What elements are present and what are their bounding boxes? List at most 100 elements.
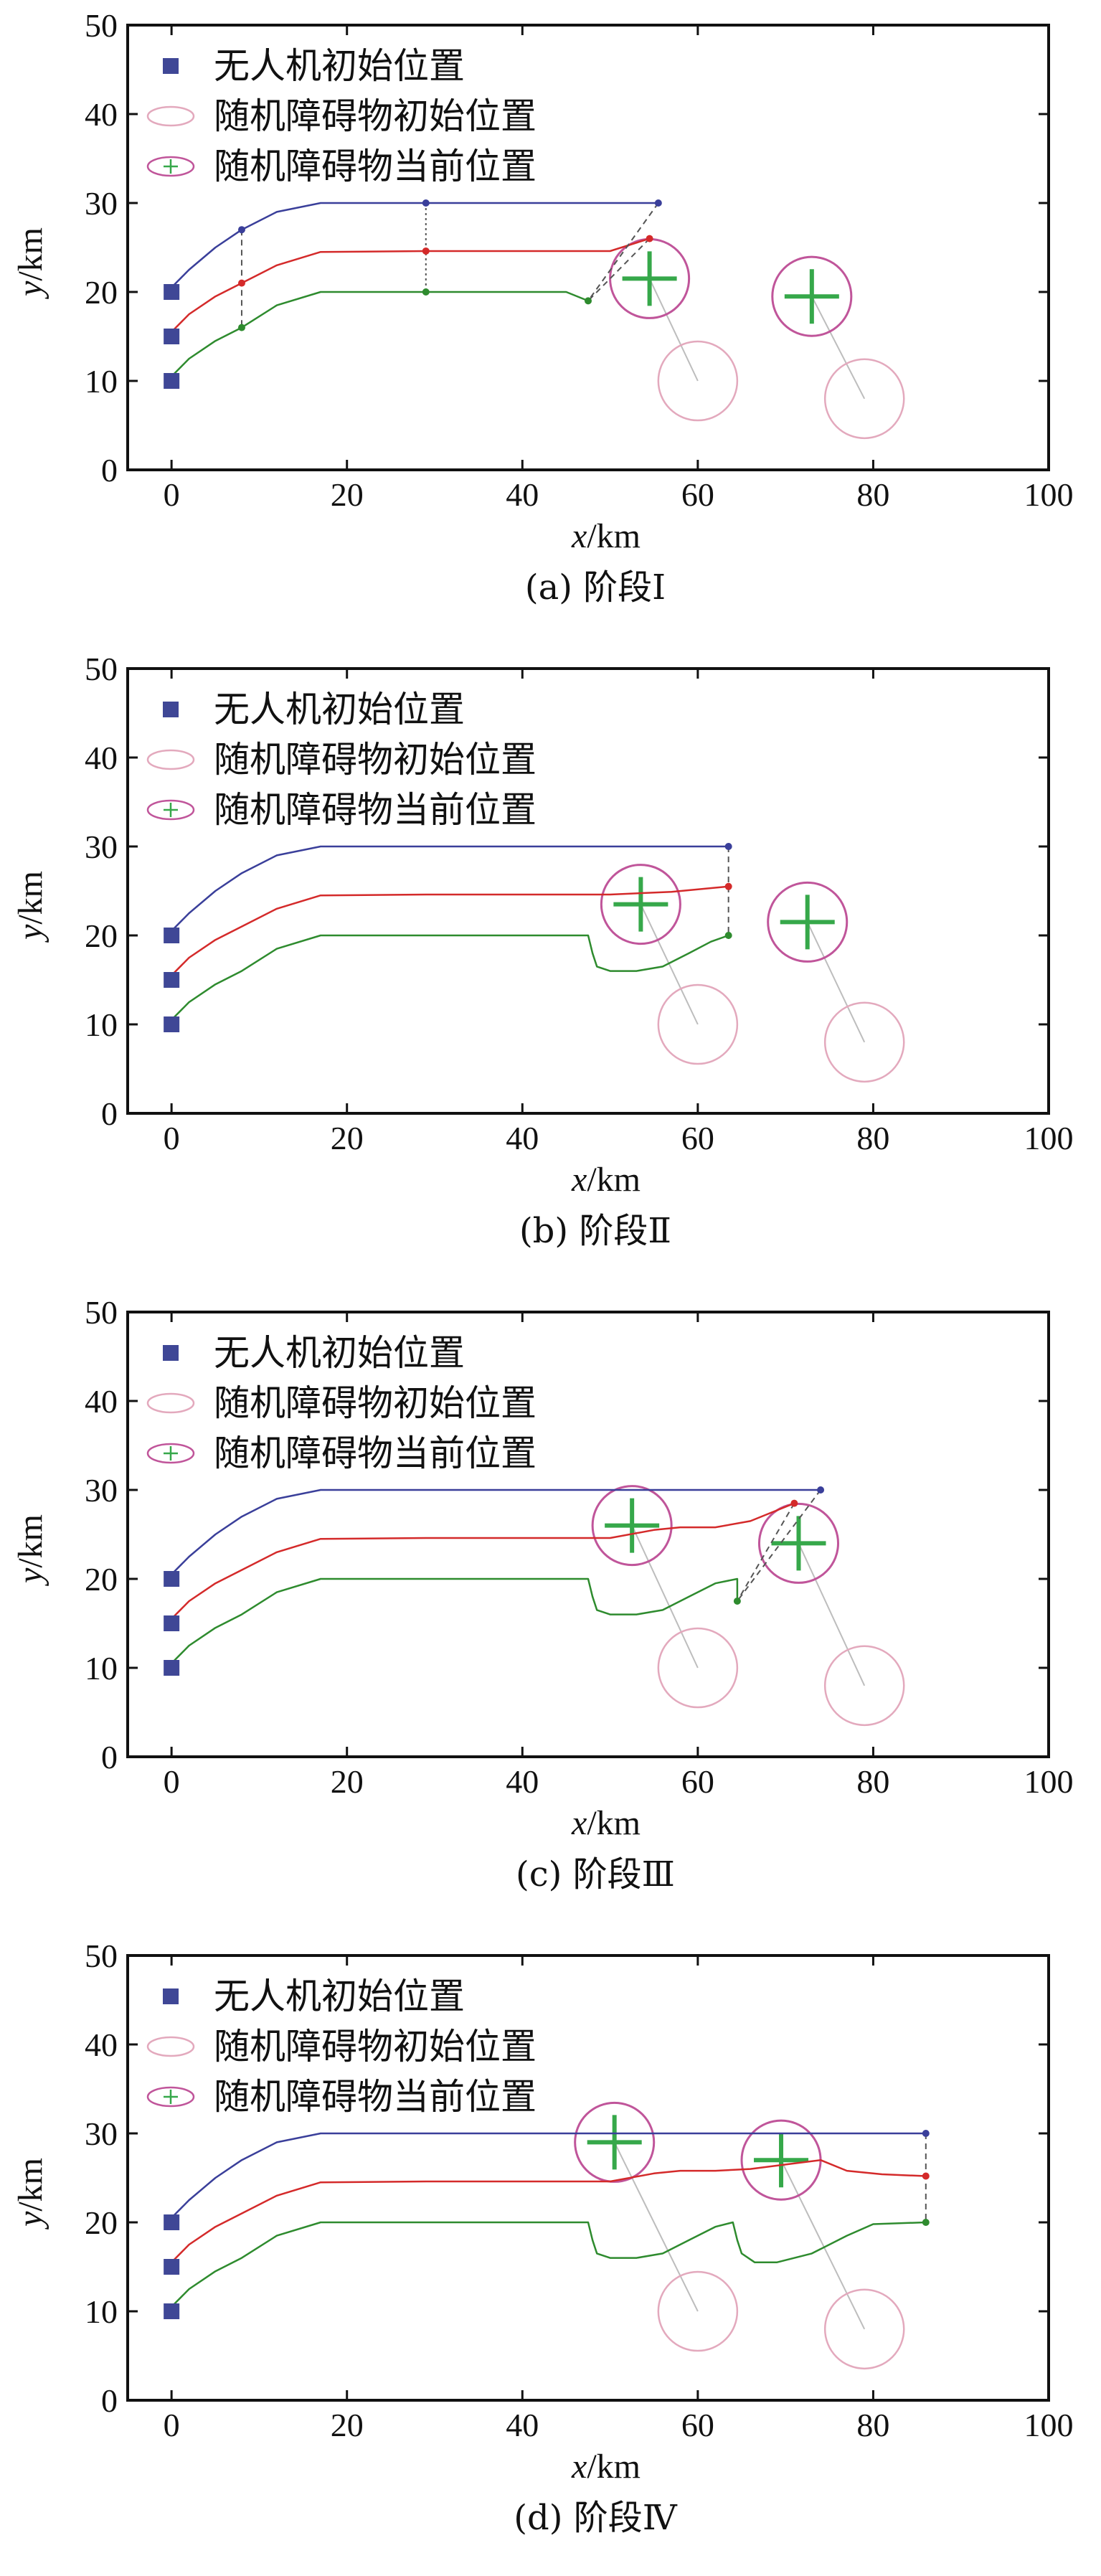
legend-obstacle-current-marker (146, 799, 195, 821)
y-tick-label: 30 (85, 829, 118, 865)
uav-current-point-red (237, 279, 245, 287)
x-axis-var: x (571, 1161, 587, 1199)
y-tick-label: 40 (85, 96, 118, 133)
obstacle-current-circle-1 (767, 881, 849, 963)
y-axis-label: y/km (11, 1514, 49, 1587)
uav-current-point-red (922, 2172, 930, 2180)
y-axis-unit: /km (11, 871, 49, 925)
uav-start-marker (164, 2259, 180, 2275)
x-tick-label: 80 (856, 1763, 889, 1800)
uav-current-point-blue (422, 199, 430, 207)
formation-guide-0 (737, 1489, 821, 1602)
uav-start-marker (164, 1660, 180, 1676)
uav-current-point-red (422, 247, 430, 255)
x-tick-label: 40 (506, 2407, 539, 2443)
x-tick-label: 20 (331, 1763, 364, 1800)
legend-obstacle-current-label: 随机障碍物当前位置 (214, 1433, 537, 1474)
panel-caption: (a) 阶段Ⅰ (525, 567, 666, 608)
panel-caption: (b) 阶段Ⅱ (519, 1211, 671, 1251)
x-tick-label: 80 (856, 2407, 889, 2443)
uav-start-marker (164, 2214, 180, 2230)
y-tick-label: 0 (101, 1739, 118, 1775)
x-axis-var: x (571, 2448, 587, 2486)
obstacle-track-1 (806, 921, 866, 1043)
x-axis-unit: /km (587, 517, 641, 555)
x-tick-label: 60 (681, 1120, 714, 1156)
x-tick-label: 100 (1024, 2407, 1074, 2443)
x-tick-label: 40 (506, 1763, 539, 1800)
uav-current-point-red (724, 882, 732, 890)
uav-current-point-blue (817, 1486, 825, 1494)
x-axis-var: x (571, 517, 587, 555)
x-axis-label: x/km (571, 2448, 641, 2486)
legend-obstacle-current-label: 随机障碍物当前位置 (214, 146, 537, 187)
legend-obstacle-start-marker (146, 1392, 195, 1414)
x-tick-label: 60 (681, 1763, 714, 1800)
obstacle-track-0 (648, 278, 699, 382)
obstacle-start-circle-0 (657, 340, 739, 422)
plot-frame (126, 667, 1050, 1115)
uav-current-point-green (733, 1598, 741, 1605)
legend-obstacle-start-label: 随机障碍物初始位置 (214, 739, 537, 780)
y-tick-label: 50 (85, 1294, 118, 1331)
legend-uav-marker (163, 1345, 179, 1361)
uav-path-red (171, 2159, 926, 2263)
y-tick-label: 0 (101, 2382, 118, 2419)
obstacle-start-circle-0 (657, 2270, 739, 2352)
x-tick-label: 80 (856, 1120, 889, 1156)
uav-path-blue (171, 2132, 926, 2219)
x-tick-label: 100 (1024, 1120, 1074, 1156)
uav-path-green (171, 934, 729, 1021)
obstacle-current-circle-0 (591, 1485, 673, 1567)
y-axis-unit: /km (11, 2158, 49, 2212)
legend-uav-label: 无人机初始位置 (214, 1332, 465, 1374)
y-tick-label: 40 (85, 2027, 118, 2063)
uav-path-blue (171, 1488, 821, 1575)
y-tick-label: 0 (101, 452, 118, 489)
uav-path-green (171, 2221, 926, 2308)
x-tick-label: 40 (506, 1120, 539, 1156)
x-tick-label: 0 (164, 2407, 180, 2443)
legend-obstacle-current-marker (146, 2086, 195, 2108)
x-tick-label: 0 (164, 1763, 180, 1800)
y-tick-label: 20 (85, 274, 118, 311)
y-tick-label: 10 (85, 363, 118, 400)
legend-obstacle-current-label: 随机障碍物当前位置 (214, 2076, 537, 2118)
legend-uav-marker (163, 702, 179, 717)
legend-obstacle-start-marker (146, 105, 195, 127)
uav-current-point-red (646, 235, 653, 242)
obstacle-start-circle-1 (823, 2288, 905, 2370)
x-tick-label: 100 (1024, 476, 1074, 513)
obstacle-track-0 (640, 904, 699, 1025)
x-tick-label: 20 (331, 2407, 364, 2443)
obstacle-track-0 (631, 1525, 699, 1669)
uav-start-marker (164, 1615, 180, 1631)
y-axis-label: y/km (11, 227, 49, 300)
y-tick-label: 0 (101, 1095, 118, 1132)
obstacle-current-circle-1 (771, 255, 853, 337)
x-axis-unit: /km (587, 1804, 641, 1842)
panel-caption: (d) 阶段Ⅳ (514, 2498, 677, 2538)
uav-path-red (171, 237, 650, 333)
y-tick-label: 30 (85, 1472, 118, 1509)
uav-start-marker (164, 284, 180, 300)
legend-uav-label: 无人机初始位置 (214, 45, 465, 87)
legend-uav-marker (163, 1988, 179, 2004)
obstacle-track-1 (780, 2159, 866, 2330)
y-axis-unit: /km (11, 227, 49, 281)
x-tick-label: 60 (681, 2407, 714, 2443)
plot-frame (126, 24, 1050, 471)
uav-current-point-green (585, 297, 592, 305)
y-tick-label: 40 (85, 740, 118, 776)
uav-start-marker (164, 1016, 180, 1032)
legend-obstacle-start-label: 随机障碍物初始位置 (214, 1382, 537, 1424)
legend-obstacle-current-marker (146, 1443, 195, 1464)
plot-frame (126, 1311, 1050, 1758)
legend-obstacle-start-marker (146, 2036, 195, 2057)
y-axis-unit: /km (11, 1514, 49, 1568)
obstacle-start-circle-1 (823, 1645, 905, 1727)
